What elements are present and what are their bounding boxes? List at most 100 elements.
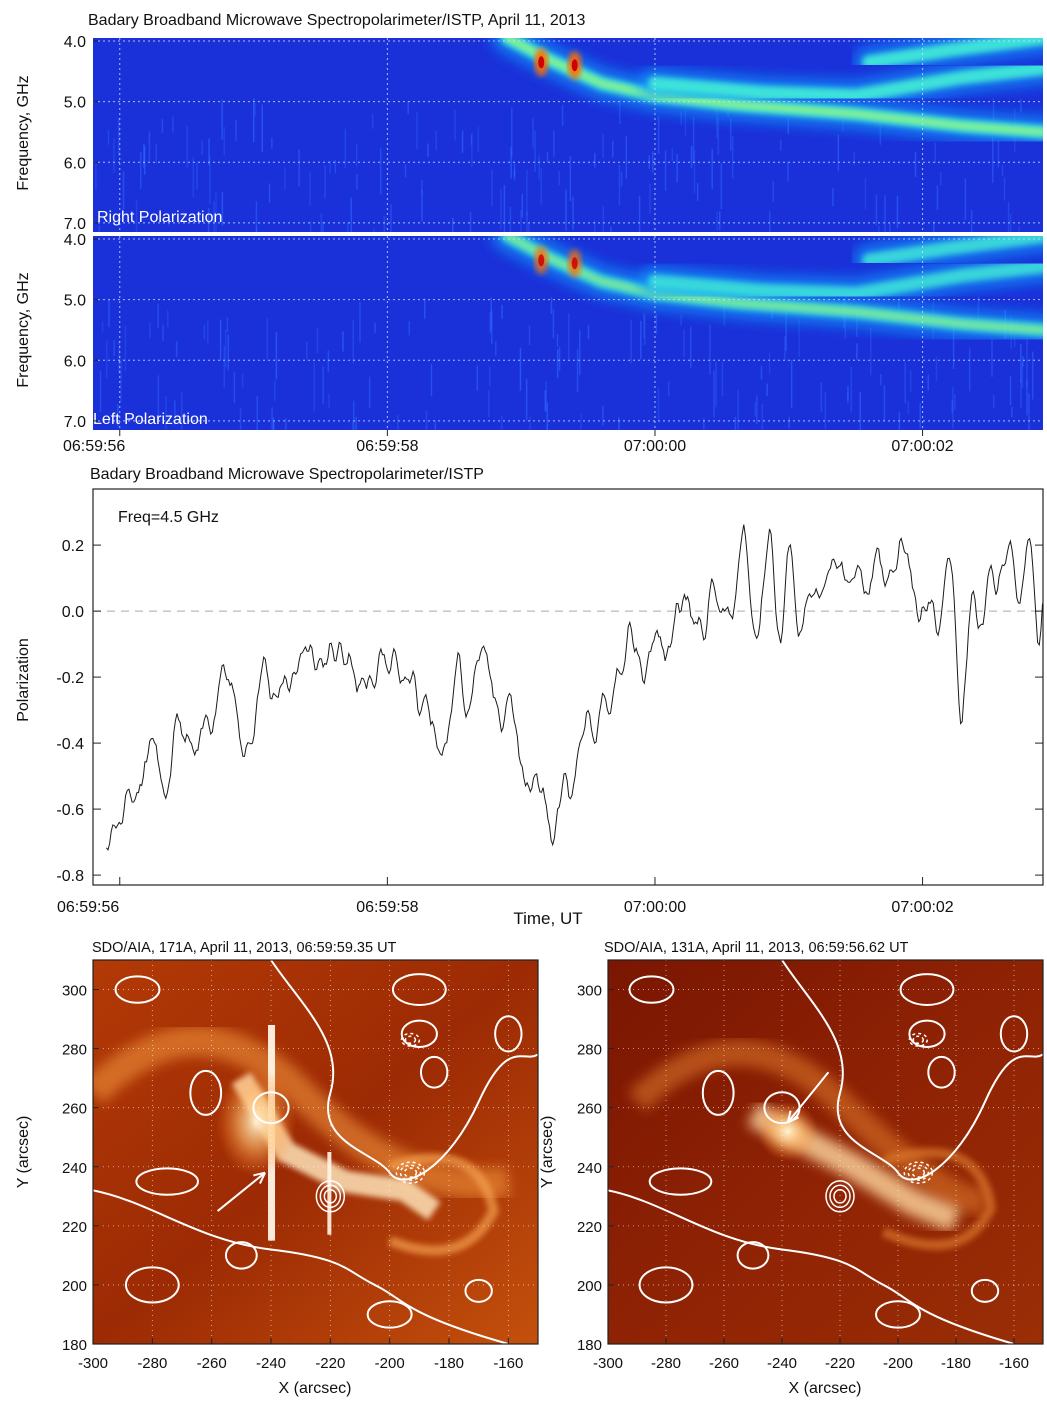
spectrogram-noise-streak: [373, 227, 375, 232]
aia-x-tick-label: -220: [315, 1355, 345, 1372]
aia-magnetic-contour: [736, 1241, 770, 1270]
polarization-plot-frame: [92, 488, 1044, 886]
spectrogram-y-tick-label: 6.0: [64, 353, 86, 370]
spectrogram-noise-streak: [165, 395, 167, 430]
spectrogram-noise-streak: [997, 140, 1000, 168]
spectrogram-noise-streak: [207, 207, 210, 232]
spectrogram-noise-streak: [334, 159, 337, 174]
aia-negative-contour: [911, 1167, 926, 1178]
spectrogram-noise-streak: [309, 171, 311, 206]
spectrogram-noise-streak: [640, 320, 642, 360]
spectrogram-noise-streak: [476, 365, 479, 391]
spectrogram-noise-streak: [224, 329, 227, 368]
spectrogram-noise-streak: [501, 304, 503, 319]
spectrogram-noise-streak: [309, 220, 312, 232]
spectrogram-noise-streak: [713, 370, 715, 418]
spectrogram-noise-streak: [684, 109, 687, 136]
aia-magnetic-contour: [701, 1069, 735, 1116]
aia-y-tick-label: 220: [62, 1219, 87, 1236]
aia-y-tick-label: 240: [577, 1160, 602, 1177]
aia-y-tick-label: 180: [577, 1337, 602, 1354]
aia-negative-contour: [403, 1167, 418, 1178]
spectrogram-noise-streak: [203, 324, 206, 340]
spectrogram-noise-streak: [991, 338, 993, 377]
polarization-chart-title: Badary Broadband Microwave Spectropolari…: [90, 466, 484, 483]
spectrogram-noise-streak: [992, 98, 995, 121]
spectrogram-noise-streak: [350, 197, 352, 232]
spectrogram-noise-streak: [489, 312, 492, 334]
spectrogram-noise-streak: [611, 140, 614, 158]
spectrogram-noise-streak: [649, 183, 651, 214]
spectrogram-noise-streak: [379, 148, 382, 195]
spectrogram-noise-streak: [356, 174, 358, 190]
spectrogram-x-tick-label: 07:00:00: [624, 438, 686, 455]
spectrogram-noise-streak: [618, 417, 620, 430]
aia171-y-label: Y (arcsec): [15, 1116, 32, 1189]
spectrogram-noise-streak: [638, 195, 641, 232]
aia-y-tick-label: 220: [577, 1219, 602, 1236]
spectrogram-noise-streak: [788, 417, 790, 429]
spectrogram-noise-streak: [837, 134, 840, 171]
aia-x-tick-label: -280: [651, 1355, 681, 1372]
spectrogram-noise-streak: [1018, 225, 1020, 232]
spectrogram-noise-streak: [602, 205, 605, 232]
spectrogram-noise-streak: [272, 417, 275, 430]
spectrogram-noise-streak: [546, 402, 549, 430]
aia-x-tick-label: -300: [78, 1355, 108, 1372]
spectrogram-noise-streak: [255, 201, 258, 232]
spectrogram-noise-streak: [268, 183, 271, 203]
aia-negative-contour: [912, 1035, 925, 1045]
spectrogram-noise-streak: [561, 104, 564, 126]
aia-polarity-inversion-line: [93, 1189, 509, 1344]
aia131-hotspot: [757, 1101, 818, 1162]
spectrogram-noise-streak: [397, 415, 399, 430]
aia-magnetic-contour: [114, 975, 161, 1004]
spectrogram-noise-streak: [768, 352, 771, 374]
spectrogram-noise-streak: [1020, 98, 1022, 113]
spectrogram-noise-streak: [540, 167, 542, 205]
spectrogram-noise-streak: [689, 326, 692, 368]
spectrogram-noise-streak: [368, 376, 371, 409]
aia171-title: SDO/AIA, 171A, April 11, 2013, 06:59:59.…: [92, 940, 397, 956]
spectrogram-noise-streak: [316, 328, 319, 353]
spectrogram-noise-streak: [344, 128, 347, 169]
aia-x-tick-label: -200: [375, 1355, 405, 1372]
spectrogram-noise-streak: [120, 358, 122, 402]
spectrogram-noise-streak: [968, 348, 971, 392]
spectrogram-noise-streak: [936, 185, 939, 210]
aia-y-tick-label: 300: [62, 983, 87, 1000]
spectrogram-noise-streak: [167, 212, 170, 226]
aia-negative-contour: [399, 1164, 422, 1181]
spectrogram-noise-streak: [113, 138, 115, 173]
aia-y-tick-label: 260: [577, 1101, 602, 1118]
spectrogram-noise-streak: [101, 321, 104, 333]
spectrogram-noise-streak: [676, 154, 678, 183]
polarization-x-tick-label: 06:59:58: [356, 899, 418, 916]
spectrogram-noise-streak: [875, 194, 878, 226]
spectrogram-burst-maximum-center: [571, 59, 578, 72]
spectrogram-noise-streak: [1011, 407, 1013, 418]
spectrogram-burst-core: [862, 38, 1043, 70]
spectrogram-noise-streak: [587, 325, 590, 340]
spectrogram-noise-streak: [490, 297, 493, 331]
spectrogram-noise-streak: [768, 211, 771, 232]
aia-x-tick-label: -220: [825, 1355, 855, 1372]
aia-x-tick-label: -160: [493, 1355, 523, 1372]
spectrogram-noise-streak: [569, 155, 572, 202]
spectrogram-axes: 4.05.06.07.04.05.06.07.006:59:56 06:59:58…: [63, 34, 954, 455]
spectrogram-noise-streak: [847, 391, 849, 404]
aia171-saturation-streak: [327, 1152, 332, 1235]
spectrogram-noise-streak: [620, 171, 623, 187]
spectrogram-noise-streak: [664, 150, 667, 191]
spectrogram-noise-streak: [1003, 177, 1006, 201]
spectrogram-noise-streak: [427, 143, 429, 157]
spectrogram-noise-streak: [256, 396, 259, 430]
spectrogram-noise-streak: [327, 350, 330, 373]
polarization-y-tick-label: -0.4: [56, 736, 84, 753]
spectrogram-noise-streak: [909, 370, 912, 392]
spectrogram-noise-streak: [820, 382, 823, 413]
spectrogram-title: Badary Broadband Microwave Spectropolari…: [88, 12, 586, 29]
spectrogram-noise-streak: [952, 321, 955, 370]
spectrogram-noise-streak: [528, 223, 530, 232]
spectrogram-noise-streak: [544, 390, 547, 412]
